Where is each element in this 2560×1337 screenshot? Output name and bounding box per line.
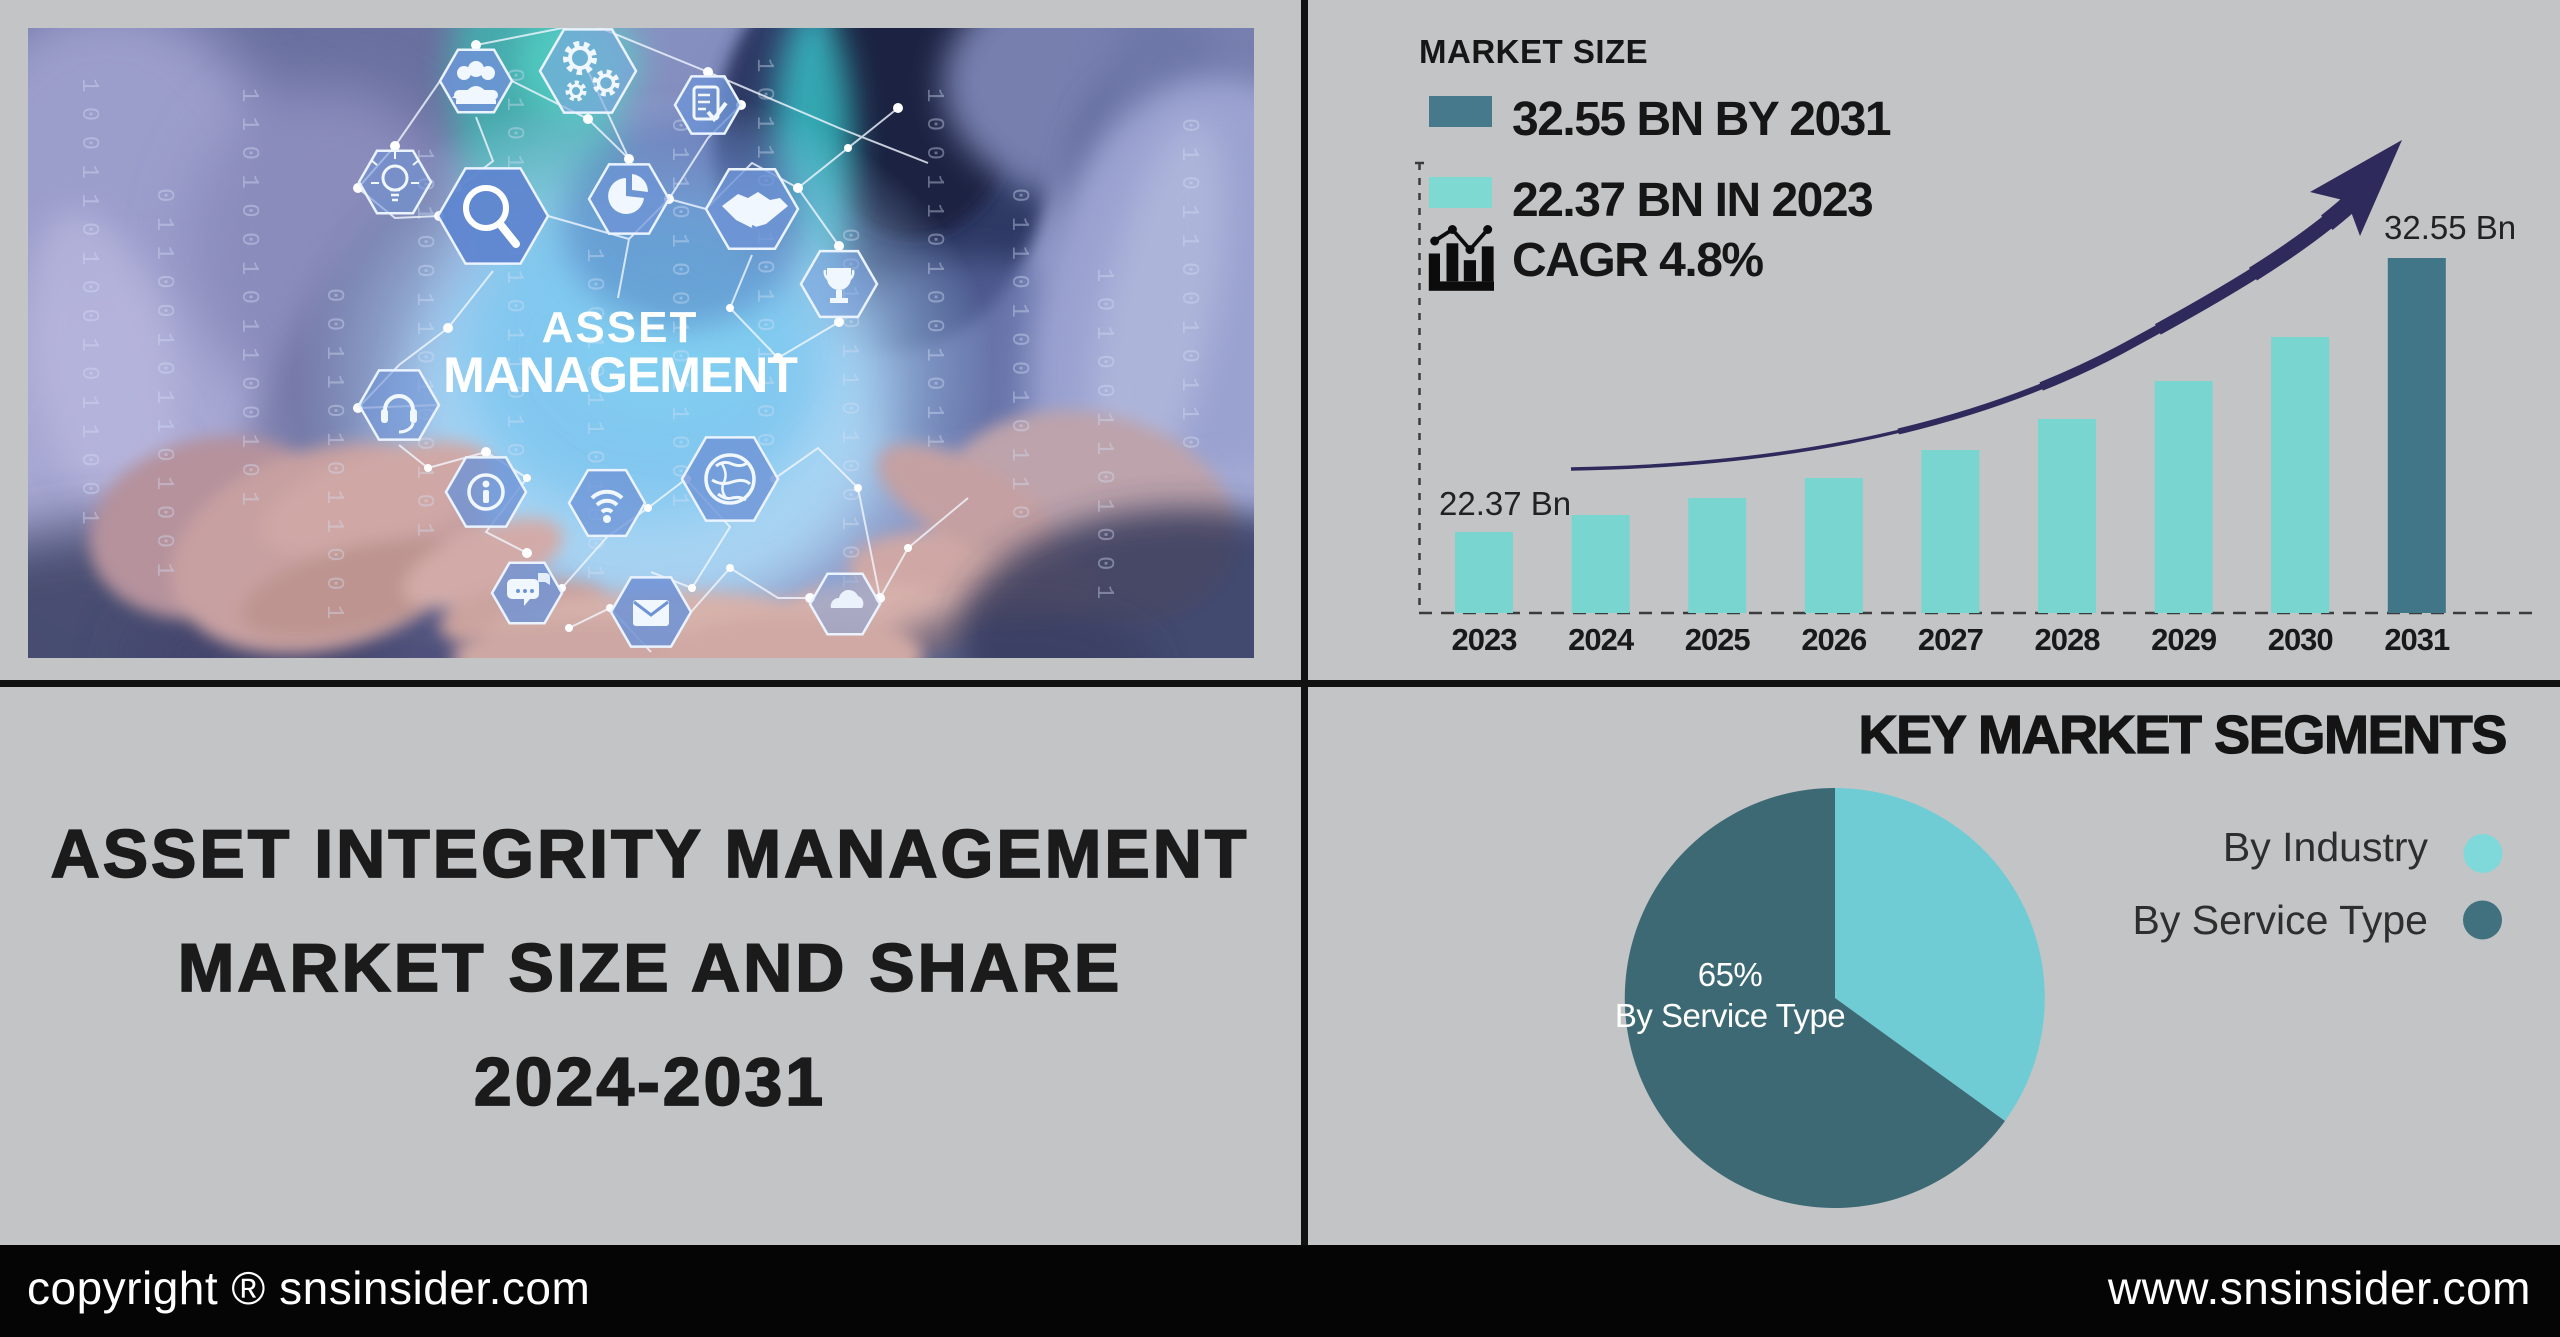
svg-text:0 1 1 0 1 0 0 1 0 1 1 0: 0 1 1 0 1 0 0 1 0 1 1 0: [1005, 188, 1032, 519]
svg-text:By Service Type: By Service Type: [1615, 997, 1845, 1034]
svg-text:MANAGEMENT: MANAGEMENT: [443, 347, 797, 403]
svg-text:2026: 2026: [1801, 622, 1867, 657]
svg-text:2024: 2024: [1568, 622, 1635, 657]
svg-text:0 0 1 1 0 1 0 1 1 0 0 1: 0 0 1 1 0 1 0 1 1 0 0 1: [320, 288, 347, 619]
svg-text:0 1 1 0 0 1 0 1 1 0 1 0 0 1: 0 1 1 0 0 1 0 1 1 0 1 0 0 1: [150, 188, 177, 577]
svg-text:1 0 1 1 0 0 1 0 1 0 1 1 0 0: 1 0 1 1 0 0 1 0 1 0 1 1 0 0: [750, 58, 777, 447]
svg-text:1 0 1 0 0 1 1 0 1 0 0 1: 1 0 1 0 0 1 1 0 1 0 0 1: [1090, 268, 1117, 599]
svg-text:1 0 0 1 1 0 1 0 0 1 0 1 1: 1 0 0 1 1 0 1 0 0 1 0 1 1: [920, 88, 947, 448]
svg-text:2028: 2028: [2035, 622, 2101, 657]
svg-text:65%: 65%: [1698, 956, 1763, 993]
svg-text:2023: 2023: [1452, 622, 1518, 657]
svg-text:2030: 2030: [2268, 622, 2333, 657]
svg-text:22.37 Bn: 22.37 Bn: [1439, 485, 1571, 522]
svg-text:2029: 2029: [2151, 622, 2217, 657]
svg-text:32.55 Bn: 32.55 Bn: [2384, 209, 2516, 246]
svg-text:2027: 2027: [1918, 622, 1983, 657]
svg-text:By Industry: By Industry: [2223, 824, 2429, 870]
svg-text:ASSET: ASSET: [542, 303, 699, 352]
svg-text:2031: 2031: [2384, 622, 2450, 657]
svg-text:1 1 0 1 0 0 1 0 1 1 0 0 1 0 1: 1 1 0 1 0 0 1 0 1 1 0 0 1 0 1: [235, 88, 262, 506]
svg-text:1 0 0 1 1 0 1 0 0 1 0 1 1 0 0: 1 0 0 1 1 0 1 0 0 1 0 1 1 0 0 1: [75, 78, 102, 524]
svg-text:0 1 0 1 1 0 0 1 0 1 1 0: 0 1 0 1 1 0 0 1 0 1 1 0: [1175, 118, 1202, 449]
svg-text:By Service Type: By Service Type: [2133, 897, 2429, 943]
svg-text:2025: 2025: [1685, 622, 1751, 657]
